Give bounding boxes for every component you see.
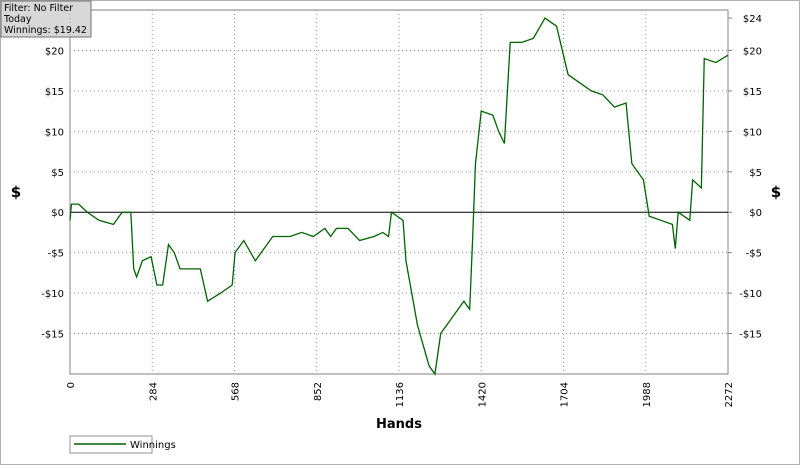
y2-tick-label: $0 (749, 208, 762, 219)
x-tick-label: 1704 (560, 382, 571, 407)
y2-tick-label: $15 (743, 87, 762, 98)
x-tick-label: 1988 (642, 382, 653, 407)
info-text: Filter: No Filter (4, 3, 73, 14)
y-tick-label: -$15 (41, 330, 64, 341)
y2-tick-label: -$5 (746, 249, 762, 260)
y2-tick-label: $24 (743, 14, 762, 25)
y-tick-label: -$10 (41, 289, 64, 300)
legend-label: Winnings (130, 440, 176, 451)
y-tick-label: $5 (51, 168, 64, 179)
y2-tick-label: $10 (743, 127, 762, 138)
x-tick-label: 852 (313, 382, 324, 401)
x-tick-label: 1136 (395, 382, 406, 407)
x-tick-label: 568 (231, 382, 242, 401)
y2-tick-label: -$15 (739, 330, 762, 341)
x-tick-label: 1420 (477, 382, 488, 407)
x-tick-label: 284 (148, 382, 159, 401)
y-axis-title: $ (11, 183, 21, 201)
plot-area (69, 9, 729, 375)
y2-tick-label: $5 (749, 168, 762, 179)
x-axis-title: Hands (376, 417, 422, 432)
y2-tick-label: -$10 (739, 289, 762, 300)
y-tick-label: $10 (45, 127, 64, 138)
y2-tick-label: $20 (743, 46, 762, 57)
y-tick-label: $0 (51, 208, 64, 219)
y-tick-label: $15 (45, 87, 64, 98)
info-box (0, 0, 92, 38)
y-tick-label: $20 (45, 46, 64, 57)
line (69, 17, 729, 376)
x-tick-label: 2272 (724, 382, 735, 407)
x-tick-label: 0 (66, 382, 77, 388)
y-tick-label: -$5 (48, 249, 64, 260)
y2-axis-title: $ (771, 183, 781, 201)
info-text: Winnings: $19.42 (4, 25, 87, 36)
info-text: Today (3, 14, 32, 25)
